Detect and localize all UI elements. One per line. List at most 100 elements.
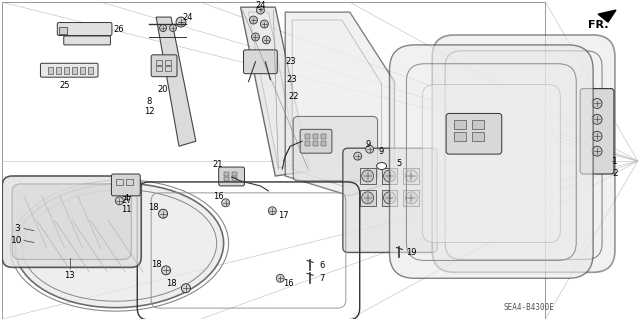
Polygon shape [156, 17, 196, 146]
FancyBboxPatch shape [2, 176, 141, 267]
Circle shape [405, 170, 417, 182]
Polygon shape [292, 20, 381, 186]
Circle shape [182, 284, 190, 293]
Text: FR.: FR. [588, 20, 609, 30]
Circle shape [592, 131, 602, 141]
Circle shape [383, 192, 396, 204]
Bar [59, 27, 67, 34]
Bar [360, 168, 376, 184]
Text: 16: 16 [283, 279, 294, 288]
Circle shape [250, 16, 257, 24]
Text: 12: 12 [144, 107, 154, 116]
Circle shape [276, 274, 284, 282]
Text: 23: 23 [287, 75, 298, 84]
FancyBboxPatch shape [343, 148, 437, 252]
Text: 8: 8 [147, 97, 152, 106]
Bar [313, 141, 318, 146]
Text: 11: 11 [121, 205, 132, 214]
FancyBboxPatch shape [300, 129, 332, 153]
Text: 21: 21 [212, 160, 223, 168]
Text: 17: 17 [278, 211, 289, 220]
Circle shape [362, 192, 374, 204]
Text: 24: 24 [255, 1, 266, 10]
Bar [48, 67, 53, 74]
Circle shape [405, 192, 417, 204]
Text: 9: 9 [365, 140, 371, 149]
Bar [360, 190, 376, 206]
Text: 7: 7 [319, 274, 324, 283]
Bar [126, 179, 133, 185]
Text: 18: 18 [151, 260, 161, 269]
Circle shape [221, 199, 230, 207]
Bar [116, 179, 124, 185]
Bar [56, 67, 61, 74]
FancyBboxPatch shape [111, 174, 140, 196]
Text: 20: 20 [158, 85, 168, 94]
Circle shape [354, 152, 362, 160]
Text: 6: 6 [319, 261, 324, 270]
Bar [156, 66, 162, 71]
Circle shape [252, 33, 259, 41]
Circle shape [115, 197, 124, 205]
Bar [88, 67, 93, 74]
Text: 3: 3 [14, 224, 20, 233]
Bar [305, 134, 310, 139]
Circle shape [383, 170, 396, 182]
Bar [454, 132, 466, 141]
FancyBboxPatch shape [446, 114, 502, 154]
Bar [313, 134, 318, 139]
Circle shape [262, 36, 270, 44]
Text: 13: 13 [65, 271, 75, 280]
FancyBboxPatch shape [151, 55, 177, 77]
Bar [223, 177, 228, 181]
Text: 25: 25 [60, 81, 70, 90]
Bar [381, 168, 397, 184]
FancyBboxPatch shape [580, 89, 614, 174]
Text: 27: 27 [121, 196, 132, 205]
Bar [2, 2, 545, 319]
Polygon shape [241, 7, 310, 176]
Text: 22: 22 [288, 92, 298, 101]
Circle shape [592, 146, 602, 156]
FancyBboxPatch shape [390, 45, 593, 278]
FancyBboxPatch shape [58, 23, 112, 35]
Circle shape [176, 17, 186, 27]
Polygon shape [598, 10, 616, 22]
Text: 18: 18 [166, 279, 177, 288]
Text: 9: 9 [379, 147, 384, 156]
Bar [454, 120, 466, 129]
Circle shape [257, 6, 264, 14]
Bar [156, 60, 162, 65]
Text: 18: 18 [148, 203, 159, 212]
Text: 24: 24 [182, 12, 193, 22]
FancyBboxPatch shape [422, 85, 561, 242]
Bar [321, 141, 326, 146]
FancyBboxPatch shape [64, 36, 111, 45]
FancyBboxPatch shape [219, 167, 244, 186]
Text: 16: 16 [213, 192, 224, 201]
Bar [403, 190, 419, 206]
Text: SEA4-B4300E: SEA4-B4300E [503, 303, 554, 312]
Bar [223, 172, 228, 176]
Circle shape [362, 170, 374, 182]
Text: 26: 26 [113, 25, 124, 33]
FancyBboxPatch shape [40, 63, 98, 77]
Bar [472, 132, 484, 141]
Circle shape [159, 209, 168, 218]
Circle shape [159, 25, 166, 32]
Bar [232, 177, 237, 181]
Ellipse shape [376, 163, 387, 169]
Polygon shape [248, 12, 298, 168]
Circle shape [260, 20, 268, 28]
Circle shape [592, 99, 602, 108]
Circle shape [268, 207, 276, 215]
Text: 19: 19 [406, 248, 417, 257]
Polygon shape [285, 12, 394, 196]
Circle shape [161, 266, 170, 275]
Text: 5: 5 [397, 159, 402, 167]
FancyBboxPatch shape [432, 35, 615, 272]
Ellipse shape [15, 183, 223, 308]
Text: 1: 1 [612, 157, 618, 166]
Circle shape [170, 25, 177, 32]
Circle shape [592, 115, 602, 124]
